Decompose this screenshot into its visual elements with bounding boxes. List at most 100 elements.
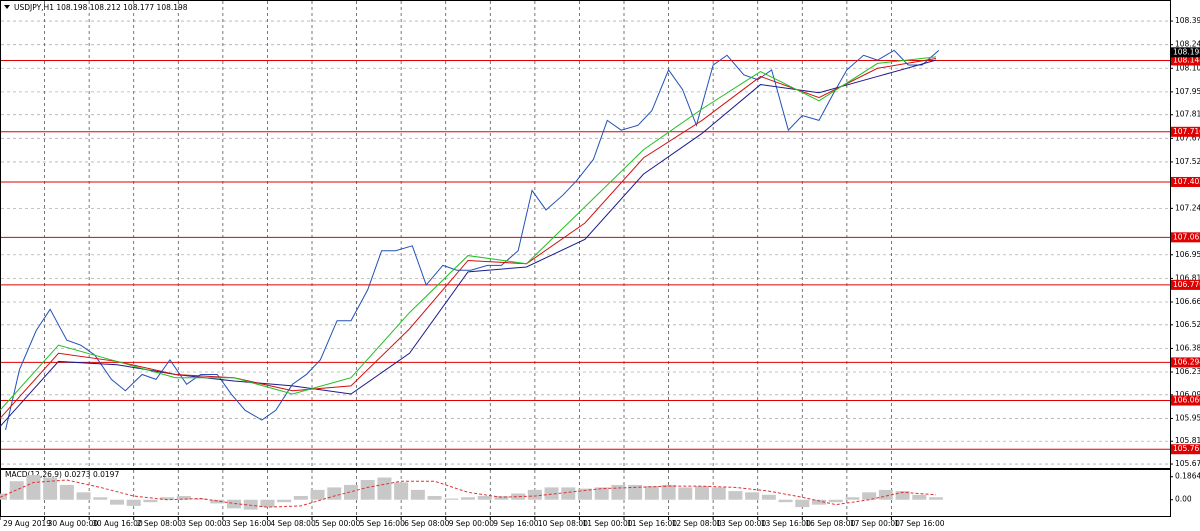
macd-bar	[243, 499, 258, 510]
last-price-label: 108.198	[1173, 47, 1200, 56]
menu-arrow	[4, 5, 10, 9]
y-tick-label: 106.525	[1175, 320, 1200, 329]
level-label-bg	[1171, 55, 1200, 66]
chart-title: USDJPY,H1 108.198 108.212 108.177 108.19…	[14, 3, 188, 12]
last-price-bg	[1171, 47, 1200, 58]
x-tick-label: 29 Aug 2019	[3, 519, 51, 528]
macd-bar	[377, 477, 392, 500]
macd-bar	[795, 499, 810, 508]
macd-bar	[711, 487, 726, 500]
y-tick-label: 106.810	[1175, 273, 1200, 282]
y-tick-label: 106.955	[1175, 250, 1200, 259]
level-label: 107.710	[1173, 127, 1200, 136]
macd-bar	[578, 488, 592, 500]
x-tick-label: 10 Sep 08:00	[538, 519, 588, 528]
macd-bar	[110, 499, 124, 505]
macd-bar	[9, 481, 24, 500]
macd-bar	[344, 484, 358, 500]
level-label: 107.402	[1173, 177, 1200, 186]
x-tick-label: 9 Sep 16:00	[493, 519, 539, 528]
x-tick-label: 5 Sep 16:00	[360, 519, 406, 528]
y-tick-label: 107.525	[1175, 157, 1200, 166]
macd-bar	[427, 496, 442, 500]
x-tick-label: 16 Sep 08:00	[805, 519, 855, 528]
macd-bar	[661, 484, 676, 500]
main-pane	[0, 0, 1171, 469]
macd-bar	[327, 487, 342, 500]
moving-average	[0, 59, 937, 427]
x-tick-label: 2 Sep 08:00	[137, 519, 183, 528]
level-label-bg	[1171, 357, 1200, 368]
x-tick-label: 3 Sep 16:00	[226, 519, 272, 528]
macd-bar	[0, 493, 7, 500]
macd-bar	[293, 496, 308, 500]
macd-bar	[511, 493, 526, 500]
macd-bar	[561, 487, 576, 500]
y-tick-label: 107.815	[1175, 110, 1200, 119]
y-tick-label: 106.380	[1175, 343, 1200, 352]
y-tick-label: 106.665	[1175, 297, 1200, 306]
macd-bar	[410, 489, 425, 500]
macd-bar	[360, 480, 375, 500]
level-label: 107.062	[1173, 232, 1200, 241]
moving-average	[0, 58, 937, 419]
macd-bar	[160, 497, 175, 500]
level-label-bg	[1171, 176, 1200, 187]
y-tick-label: 108.390	[1175, 16, 1200, 25]
macd-bar	[644, 486, 659, 500]
macd-bar	[143, 499, 158, 503]
x-tick-label: 11 Sep 00:00	[582, 519, 632, 528]
y-tick-label: 107.670	[1175, 133, 1200, 142]
x-tick-label: 5 Sep 00:00	[315, 519, 361, 528]
y-tick-label: 105.810	[1175, 436, 1200, 445]
macd-bar	[527, 489, 542, 500]
x-tick-label: 13 Sep 16:00	[761, 519, 811, 528]
x-tick-label: 6 Sep 08:00	[404, 519, 450, 528]
macd-bar	[594, 487, 609, 500]
y-tick-label: 0.1864	[1175, 472, 1200, 481]
macd-bar	[828, 499, 843, 503]
macd-bar	[895, 491, 910, 500]
y-tick-label: 108.245	[1175, 40, 1200, 49]
macd-bar	[260, 499, 275, 508]
macd-bar	[778, 499, 793, 503]
macd-bar	[845, 497, 860, 500]
level-label-bg	[1171, 444, 1200, 455]
macd-bar	[678, 487, 693, 500]
y-tick-label: 107.240	[1175, 203, 1200, 212]
x-tick-label: 30 Aug 16:00	[92, 519, 143, 528]
macd-bar	[862, 492, 877, 500]
macd-bar	[477, 496, 492, 500]
y-tick-label: 106.235	[1175, 367, 1200, 376]
level-label: 106.294	[1173, 357, 1200, 366]
y-tick-label: 107.955	[1175, 87, 1200, 96]
x-tick-label: 17 Sep 16:00	[894, 519, 944, 528]
level-label: 106.770	[1173, 280, 1200, 289]
macd-bar	[444, 498, 459, 500]
y-tick-label: 108.100	[1175, 63, 1200, 72]
y-tick-label: 105.950	[1175, 413, 1200, 422]
macd-title: MACD(12,26,9) 0.0273 0.0197	[5, 470, 119, 479]
macd-bar	[745, 492, 760, 500]
macd-bar	[394, 482, 409, 500]
macd-bar	[76, 492, 91, 500]
y-tick-label: 0.00	[1175, 495, 1192, 504]
macd-bar	[93, 497, 108, 500]
macd-bar	[277, 499, 292, 503]
level-label-bg	[1171, 232, 1200, 243]
level-label: 106.060	[1173, 396, 1200, 405]
x-tick-label: 13 Sep 00:00	[716, 519, 766, 528]
macd-bar	[193, 498, 208, 500]
y-tick-label: 105.670	[1175, 459, 1200, 468]
macd-signal	[0, 479, 937, 508]
macd-bar	[812, 499, 826, 505]
x-tick-label: 3 Sep 00:00	[181, 519, 227, 528]
macd-bar	[728, 491, 743, 500]
x-tick-label: 9 Sep 00:00	[449, 519, 495, 528]
level-label-bg	[1171, 279, 1200, 290]
macd-bar	[227, 499, 241, 509]
macd-bar	[310, 489, 325, 500]
macd-bar	[26, 475, 41, 500]
x-tick-label: 30 Aug 00:00	[48, 519, 99, 528]
